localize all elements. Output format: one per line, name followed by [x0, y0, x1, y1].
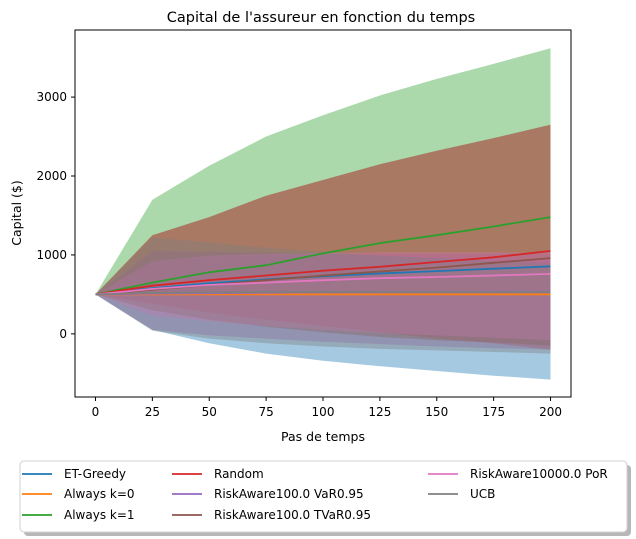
band-riskaware10000-0-por: [95, 252, 551, 341]
y-tick-label: 3000: [36, 90, 67, 104]
x-tick-label: 75: [258, 405, 273, 419]
legend-label-always-k-1: Always k=1: [64, 508, 135, 522]
y-tick-label: 1000: [36, 248, 67, 262]
x-tick-label: 0: [92, 405, 100, 419]
series-lines: [95, 216, 551, 296]
line-random: [95, 250, 551, 296]
x-tick-label: 125: [368, 405, 391, 419]
x-tick-label: 100: [312, 405, 335, 419]
x-tick-label: 175: [482, 405, 505, 419]
legend-label-always-k-0: Always k=0: [64, 487, 135, 501]
line-ucb: [95, 291, 551, 296]
line-riskaware10000-0-por: [95, 273, 551, 296]
y-tick-label: 0: [59, 327, 67, 341]
y-tick-label: 2000: [36, 169, 67, 183]
x-axis: 0 25 50 75 100 125 150 175 200: [92, 397, 562, 419]
band-always-k-1: [95, 48, 551, 295]
x-axis-label: Pas de temps: [281, 429, 365, 444]
legend-label-et-greedy: ET-Greedy: [64, 467, 126, 481]
legend-label-random: Random: [214, 467, 264, 481]
y-axis: 0 1000 2000 3000: [36, 90, 75, 341]
band-riskaware100-0-var0-95: [95, 251, 551, 350]
legend-box: [19, 460, 628, 533]
legend-label-riskaware10000-0-por: RiskAware10000.0 PoR: [470, 467, 608, 481]
legend-label-ucb: UCB: [470, 487, 495, 501]
legend: ET-Greedy Always k=0 Always k=1 Random RiskA…: [19, 460, 631, 536]
x-tick-label: 50: [202, 405, 217, 419]
y-axis-label: Capital ($): [9, 180, 24, 246]
legend-label-riskaware100-0-tvar0-95: RiskAware100.0 TVaR0.95: [214, 508, 371, 522]
chart-title: Capital de l'assureur en fonction du tem…: [167, 10, 475, 26]
band-riskaware100-0-tvar0-95: [95, 124, 551, 346]
x-tick-label: 200: [539, 405, 562, 419]
line-always-k-1: [95, 216, 551, 296]
band-ucb: [95, 237, 551, 354]
confidence-bands: [95, 48, 551, 380]
legend-items: ET-Greedy Always k=0 Always k=1 Random RiskA…: [22, 467, 608, 522]
x-tick-label: 25: [145, 405, 160, 419]
x-tick-label: 150: [425, 405, 448, 419]
legend-label-riskaware100-0-var0-95: RiskAware100.0 VaR0.95: [214, 487, 364, 501]
